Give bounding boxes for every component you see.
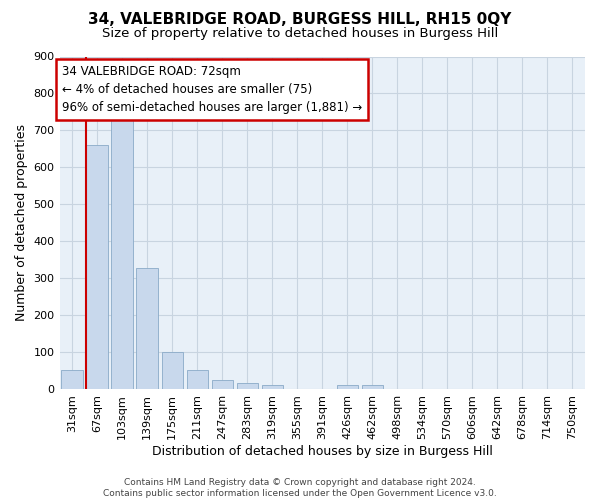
Text: 34 VALEBRIDGE ROAD: 72sqm
← 4% of detached houses are smaller (75)
96% of semi-d: 34 VALEBRIDGE ROAD: 72sqm ← 4% of detach… xyxy=(62,65,362,114)
Text: 34, VALEBRIDGE ROAD, BURGESS HILL, RH15 0QY: 34, VALEBRIDGE ROAD, BURGESS HILL, RH15 … xyxy=(88,12,512,28)
Bar xyxy=(187,370,208,389)
Bar xyxy=(236,384,258,389)
Bar xyxy=(86,145,108,389)
Text: Contains HM Land Registry data © Crown copyright and database right 2024.
Contai: Contains HM Land Registry data © Crown c… xyxy=(103,478,497,498)
Bar xyxy=(112,116,133,389)
Bar xyxy=(337,386,358,389)
Text: Size of property relative to detached houses in Burgess Hill: Size of property relative to detached ho… xyxy=(102,28,498,40)
Bar xyxy=(212,380,233,389)
X-axis label: Distribution of detached houses by size in Burgess Hill: Distribution of detached houses by size … xyxy=(152,444,493,458)
Bar xyxy=(262,386,283,389)
Y-axis label: Number of detached properties: Number of detached properties xyxy=(15,124,28,321)
Bar xyxy=(61,370,83,389)
Bar xyxy=(161,352,183,389)
Bar xyxy=(362,386,383,389)
Bar xyxy=(136,268,158,389)
